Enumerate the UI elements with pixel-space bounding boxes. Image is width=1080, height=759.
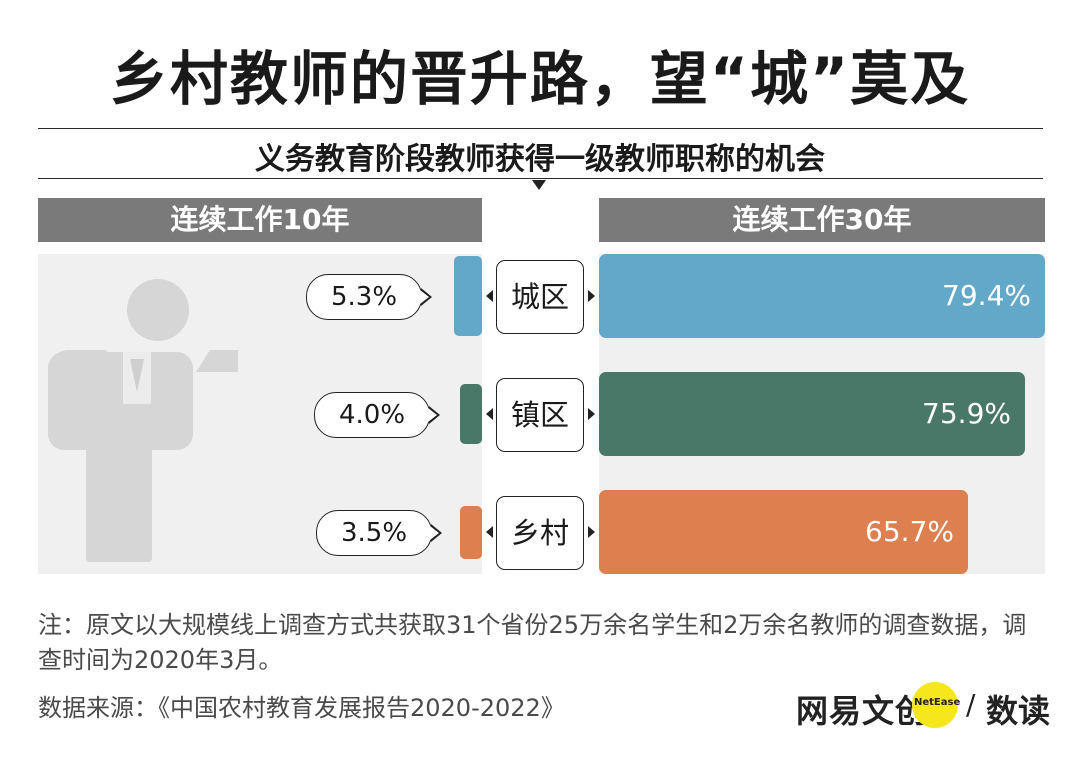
- logo-slash: /: [966, 688, 976, 721]
- arrow-left-icon: [486, 408, 493, 420]
- person-silhouette-icon: [48, 279, 238, 562]
- bar-30yr: [599, 490, 968, 574]
- divider-top: [38, 128, 1043, 129]
- category-label: 镇区: [496, 378, 584, 452]
- category-label: 城区: [496, 260, 584, 334]
- series-header-30yr: 连续工作30年: [599, 198, 1045, 242]
- value-callout-10yr: 3.5%: [316, 510, 442, 556]
- bar-10yr: [454, 256, 482, 336]
- logo-circle-text: NetEase: [914, 697, 961, 708]
- data-source: 数据来源：《中国农村教育发展报告2020-2022》: [38, 694, 565, 722]
- arrow-right-icon: [588, 526, 595, 538]
- down-pointer-icon: [532, 180, 546, 190]
- category-label: 乡村: [496, 496, 584, 570]
- footnote: 注：原文以大规模线上调查方式共获取31个省份25万余名学生和2万余名教师的调查数…: [38, 611, 1027, 674]
- bar-value-label-30yr: 75.9%: [922, 397, 1011, 430]
- page-title: 乡村教师的晋升路，望“城”莫及: [109, 45, 971, 113]
- logo-circle-icon: [912, 682, 958, 728]
- arrow-left-icon: [486, 290, 493, 302]
- bar-10yr: [460, 505, 482, 559]
- bar-30yr: [599, 254, 1045, 338]
- value-callout-10yr: 4.0%: [314, 392, 440, 438]
- arrow-left-icon: [486, 526, 493, 538]
- bar-10yr: [460, 384, 482, 444]
- value-callout-10yr: 5.3%: [306, 274, 432, 320]
- series-header-10yr: 连续工作10年: [38, 198, 482, 242]
- chart-subtitle: 义务教育阶段教师获得一级教师职称的机会: [255, 142, 825, 177]
- bar-value-label-30yr: 79.4%: [942, 279, 1031, 312]
- logo-brand-text: 网易文创: [796, 692, 929, 730]
- brand-logo: 网易文创 NetEase / 数读: [796, 680, 1051, 730]
- bar-value-label-30yr: 65.7%: [865, 515, 954, 548]
- arrow-right-icon: [588, 290, 595, 302]
- logo-sub-text: 数读: [986, 692, 1051, 730]
- arrow-right-icon: [588, 408, 595, 420]
- bar-30yr: [599, 372, 1025, 456]
- divider-bottom: [38, 178, 1043, 179]
